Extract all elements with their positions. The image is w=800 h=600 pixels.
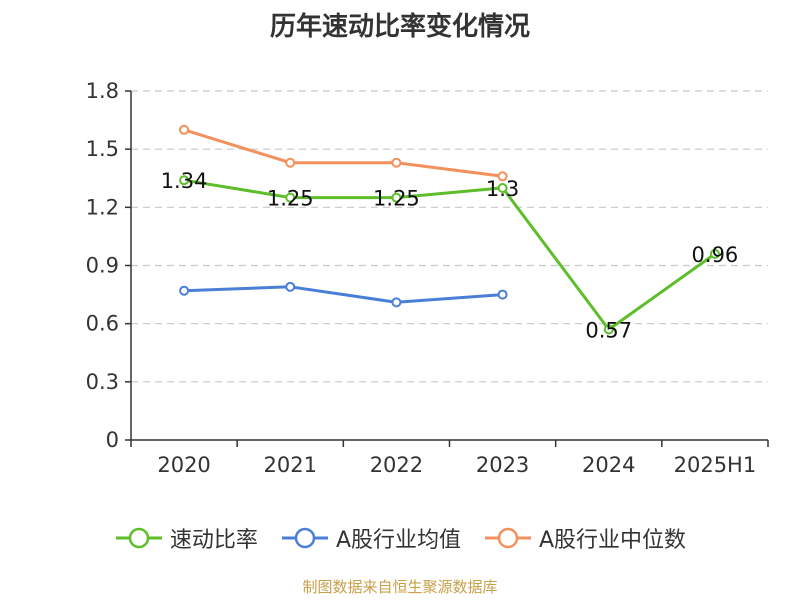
y-tick-label: 1.8 [86, 79, 119, 103]
legend-line-circle-icon [281, 527, 328, 549]
x-tick-label: 2020 [157, 453, 210, 477]
series-line-1 [184, 285, 503, 304]
series-point-0 [497, 182, 508, 193]
legend-label: A股行业均值 [335, 528, 461, 553]
data-label: 0.96 [692, 243, 739, 267]
series-point-1 [179, 285, 190, 296]
series-point-1 [497, 289, 508, 300]
data-label: 1.25 [373, 187, 420, 211]
y-tick-label: 0.9 [86, 254, 119, 278]
y-tick-label: 0.6 [86, 312, 119, 336]
series-point-0 [603, 324, 614, 335]
series-point-1 [285, 281, 296, 292]
data-label: 1.3 [486, 177, 519, 201]
data-label: 1.34 [161, 169, 208, 193]
x-tick-label: 2023 [476, 453, 529, 477]
data-label: 0.57 [585, 318, 632, 342]
y-tick-label: 1.5 [86, 137, 119, 161]
series-point-0 [285, 192, 296, 203]
chart-title: 历年速动比率变化情况 [269, 12, 530, 42]
legend-line-circle-icon [115, 527, 162, 549]
x-tick-label: 2024 [582, 453, 635, 477]
series-point-2 [285, 157, 296, 168]
series-point-1 [391, 297, 402, 308]
y-tick-label: 0 [106, 428, 119, 452]
legend-label: 速动比率 [169, 528, 258, 553]
series-point-2 [391, 157, 402, 168]
legend-line-circle-icon [485, 527, 531, 549]
data-label: 1.25 [267, 187, 314, 211]
legend-label: A股行业中位数 [539, 528, 687, 553]
y-tick-label: 0.3 [86, 370, 119, 394]
x-tick-label: 2022 [370, 453, 423, 477]
x-tick-label: 2025H1 [674, 453, 757, 477]
series-point-0 [179, 175, 190, 186]
series-point-2 [497, 171, 508, 182]
series-point-2 [179, 124, 190, 135]
y-tick-label: 1.2 [86, 195, 119, 219]
source-note: 制图数据来自恒生聚源数据库 [302, 578, 498, 596]
legend-item[interactable]: A股行业中位数 [483, 522, 686, 554]
series-line-2 [183, 128, 503, 178]
legend: 速动比率 A股行业均值 A股行业中位数 [0, 518, 800, 558]
series-point-0 [391, 192, 402, 203]
legend-item[interactable]: A股行业均值 [280, 522, 461, 554]
legend-item[interactable]: 速动比率 [114, 522, 258, 554]
series-line-0 [183, 178, 716, 331]
series-point-0 [709, 248, 720, 259]
x-tick-label: 2021 [264, 453, 317, 477]
